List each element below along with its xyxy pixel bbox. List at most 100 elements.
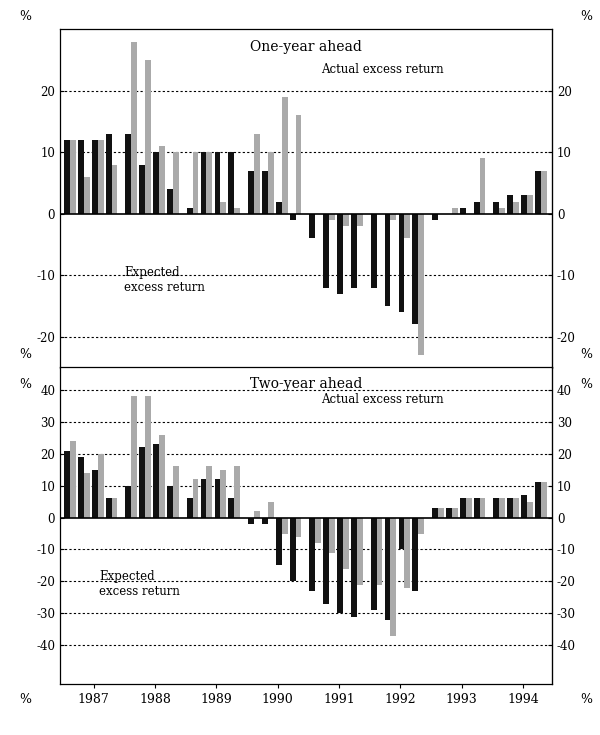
Bar	[290, 517, 296, 581]
Bar	[391, 517, 397, 636]
Bar	[112, 498, 118, 517]
Bar	[153, 152, 159, 214]
Bar	[432, 508, 438, 517]
Bar	[337, 517, 343, 613]
Bar	[310, 517, 315, 591]
Bar	[351, 517, 357, 617]
Bar	[220, 470, 226, 517]
Bar	[248, 171, 254, 214]
Bar	[446, 508, 452, 517]
Bar	[173, 152, 179, 214]
Text: %: %	[580, 10, 592, 23]
Bar	[460, 208, 466, 214]
Bar	[527, 501, 533, 517]
Text: Expected
excess return: Expected excess return	[124, 266, 205, 294]
Bar	[145, 396, 151, 517]
Text: %: %	[20, 693, 32, 706]
Bar	[167, 486, 173, 517]
Bar	[357, 214, 363, 226]
Bar	[234, 467, 240, 517]
Bar	[153, 444, 159, 517]
Bar	[474, 498, 479, 517]
Bar	[125, 486, 131, 517]
Bar	[541, 171, 547, 214]
Bar	[479, 159, 485, 214]
Bar	[343, 517, 349, 569]
Bar	[106, 498, 112, 517]
Bar	[527, 196, 533, 214]
Bar	[187, 498, 193, 517]
Bar	[404, 517, 410, 588]
Bar	[92, 470, 98, 517]
Bar	[276, 517, 281, 565]
Bar	[84, 473, 89, 517]
Bar	[187, 208, 193, 214]
Bar	[385, 214, 391, 306]
Bar	[70, 140, 76, 214]
Bar	[377, 517, 382, 584]
Bar	[508, 498, 513, 517]
Bar	[418, 517, 424, 534]
Bar	[391, 214, 397, 220]
Bar	[159, 434, 165, 517]
Text: %: %	[580, 378, 592, 390]
Bar	[535, 171, 541, 214]
Bar	[139, 165, 145, 214]
Bar	[248, 517, 254, 524]
Text: Expected
excess return: Expected excess return	[100, 570, 180, 598]
Bar	[371, 517, 377, 610]
Text: %: %	[580, 693, 592, 706]
Text: Two-year ahead: Two-year ahead	[250, 377, 362, 391]
Bar	[323, 517, 329, 603]
Bar	[229, 152, 234, 214]
Bar	[167, 189, 173, 214]
Bar	[290, 214, 296, 220]
Bar	[78, 140, 84, 214]
Bar	[125, 134, 131, 214]
Text: %: %	[20, 10, 32, 23]
Text: Actual excess return: Actual excess return	[321, 392, 443, 406]
Bar	[452, 208, 458, 214]
Bar	[412, 517, 418, 591]
Bar	[535, 482, 541, 517]
Bar	[131, 42, 137, 214]
Bar	[206, 152, 212, 214]
Bar	[98, 140, 104, 214]
Bar	[268, 501, 274, 517]
Bar	[112, 165, 118, 214]
Bar	[418, 214, 424, 355]
Bar	[337, 214, 343, 294]
Bar	[310, 214, 315, 238]
Bar	[92, 140, 98, 214]
Bar	[438, 508, 444, 517]
Bar	[106, 134, 112, 214]
Bar	[215, 479, 220, 517]
Bar	[78, 457, 84, 517]
Bar	[229, 498, 234, 517]
Bar	[541, 482, 547, 517]
Bar	[323, 214, 329, 287]
Bar	[131, 396, 137, 517]
Bar	[200, 479, 206, 517]
Bar	[64, 140, 70, 214]
Bar	[220, 201, 226, 214]
Bar	[521, 495, 527, 517]
Bar	[329, 517, 335, 553]
Bar	[276, 201, 281, 214]
Bar	[262, 171, 268, 214]
Bar	[315, 517, 321, 543]
Bar	[508, 196, 513, 214]
Bar	[98, 453, 104, 517]
Bar	[404, 214, 410, 238]
Bar	[493, 498, 499, 517]
Bar	[513, 498, 519, 517]
Bar	[281, 517, 287, 534]
Bar	[499, 498, 505, 517]
Bar	[281, 97, 287, 214]
Bar	[432, 214, 438, 220]
Bar	[64, 451, 70, 517]
Bar	[371, 214, 377, 287]
Bar	[70, 441, 76, 517]
Bar	[262, 517, 268, 524]
Bar	[343, 214, 349, 226]
